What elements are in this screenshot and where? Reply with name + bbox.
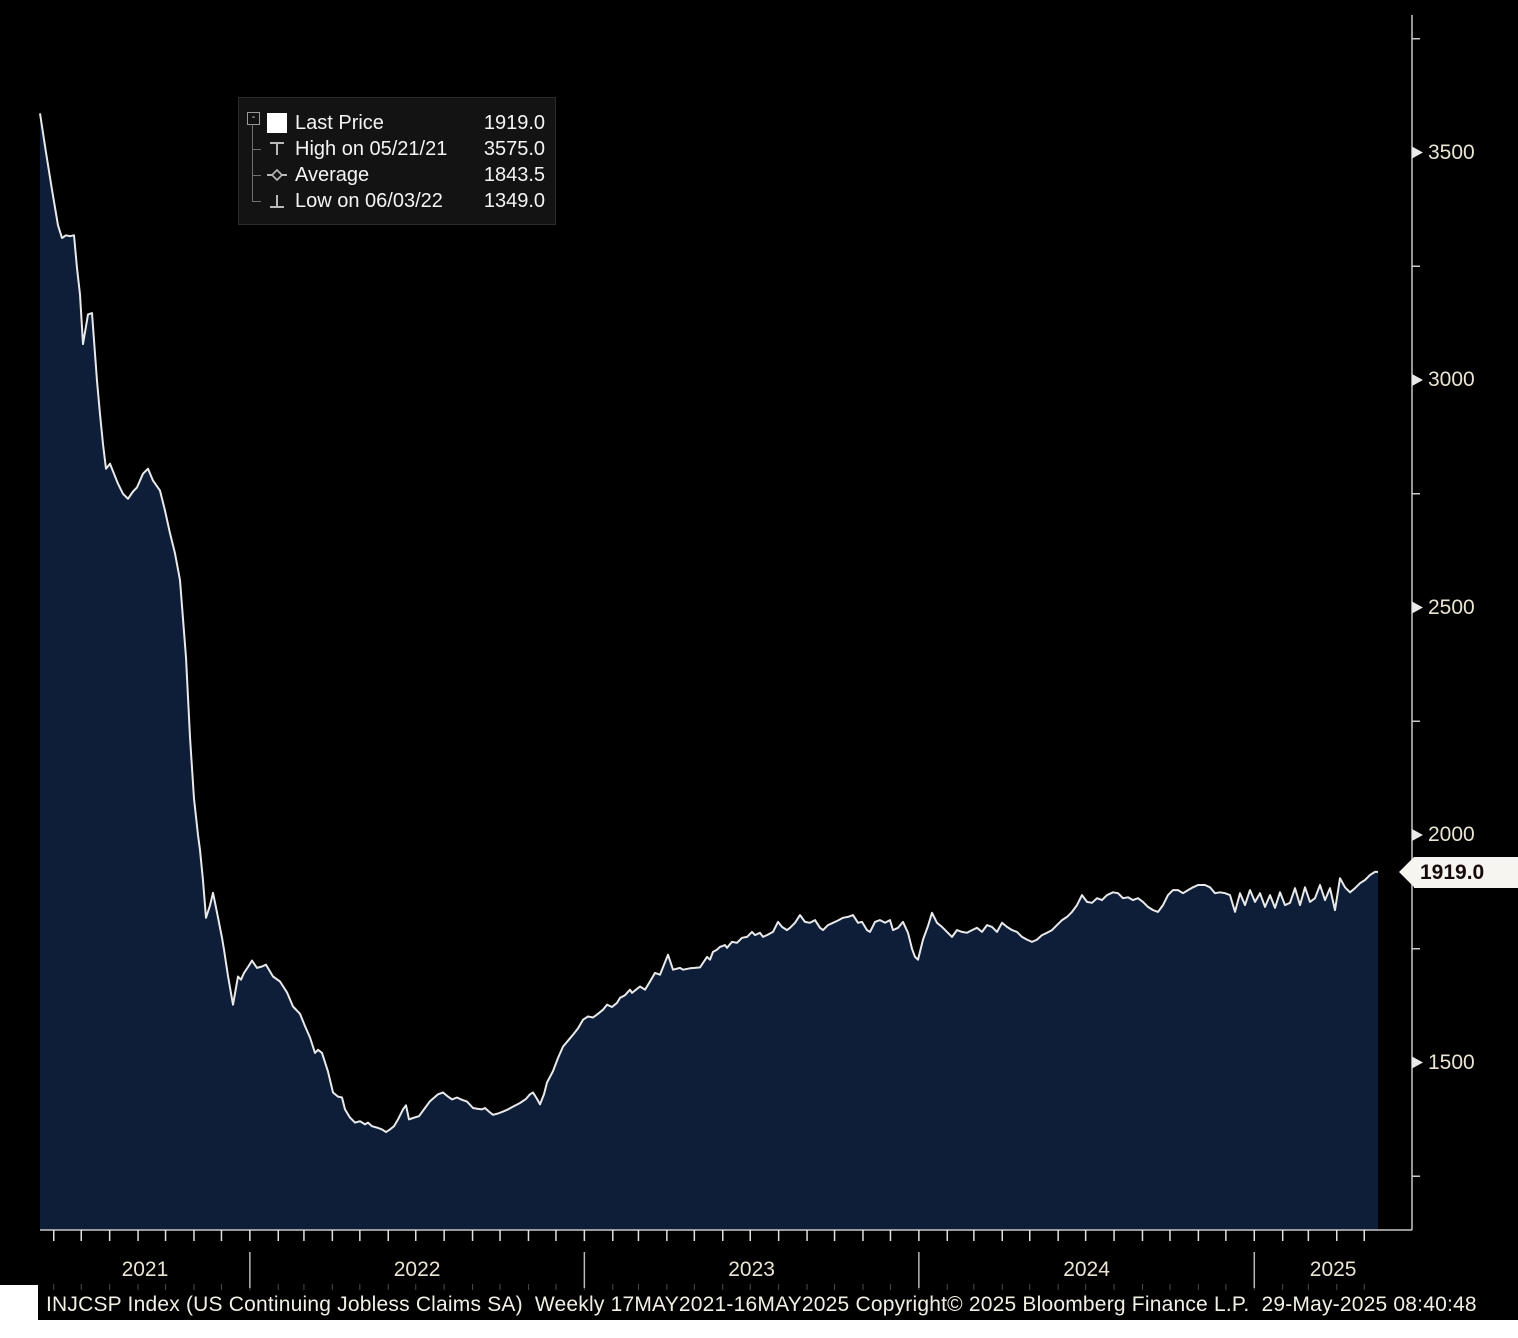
y-tick-label: 2500 <box>1428 595 1475 619</box>
y-tick-label: 3500 <box>1428 140 1475 164</box>
legend-value: 1349.0 <box>483 189 545 212</box>
y-tick-label: 2000 <box>1428 823 1475 846</box>
legend-tree-branch <box>252 201 261 202</box>
legend-item-low[interactable]: Low on 06/03/22 1349.0 <box>239 188 555 214</box>
status-bar: INJCSP Index (US Continuing Jobless Clai… <box>38 1290 1518 1320</box>
legend-tree-expander-icon[interactable]: - <box>247 112 260 125</box>
legend-label: High on 05/21/21 <box>295 137 448 160</box>
x-year-label: 2023 <box>728 1258 775 1281</box>
last-price-tag-arrow-icon <box>1399 857 1414 887</box>
x-year-label: 2024 <box>1063 1258 1110 1281</box>
last-price-value: 1919.0 <box>1420 860 1485 884</box>
area-fill <box>40 113 1378 1230</box>
legend-value: 1843.5 <box>483 163 545 186</box>
y-major-tick-arrow-icon <box>1412 829 1423 841</box>
y-major-tick-arrow-icon <box>1412 374 1423 386</box>
legend-label: Last Price <box>295 111 384 134</box>
y-tick-label: 3000 <box>1428 368 1475 391</box>
status-bar-text: INJCSP Index (US Continuing Jobless Clai… <box>46 1293 1477 1316</box>
last-price-tag: 1919.0 <box>1414 857 1518 888</box>
legend-item-last-price[interactable]: Last Price 1919.0 <box>239 110 555 136</box>
price-area-chart[interactable] <box>0 0 1518 1292</box>
last-price-swatch-icon <box>265 111 289 135</box>
y-major-tick-arrow-icon <box>1412 146 1423 159</box>
legend-label: Low on 06/03/22 <box>295 189 443 212</box>
legend-label: Average <box>295 163 370 186</box>
page-background-strip <box>0 1320 1518 1338</box>
legend-tree-branch <box>252 149 261 150</box>
legend-panel: - Last Price 1919.0 High on 05/21/21 357… <box>238 97 556 225</box>
y-major-tick-arrow-icon <box>1412 601 1423 614</box>
chart-area: - Last Price 1919.0 High on 05/21/21 357… <box>0 0 1518 1292</box>
average-marker-icon <box>265 163 289 187</box>
legend-value: 3575.0 <box>483 137 545 160</box>
x-year-label: 2021 <box>121 1258 169 1281</box>
high-marker-icon <box>265 137 289 161</box>
legend-tree-branch <box>252 175 261 176</box>
legend-item-high[interactable]: High on 05/21/21 3575.0 <box>239 136 555 162</box>
low-marker-icon <box>265 189 289 213</box>
price-line <box>39 113 1378 1134</box>
legend-item-average[interactable]: Average 1843.5 <box>239 162 555 188</box>
x-year-label: 2022 <box>393 1258 441 1281</box>
y-tick-label: 1500 <box>1428 1050 1475 1074</box>
legend-value: 1919.0 <box>483 111 545 134</box>
x-year-label: 2025 <box>1309 1258 1357 1281</box>
legend-tree-line <box>252 124 253 201</box>
y-major-tick-arrow-icon <box>1412 1056 1423 1069</box>
